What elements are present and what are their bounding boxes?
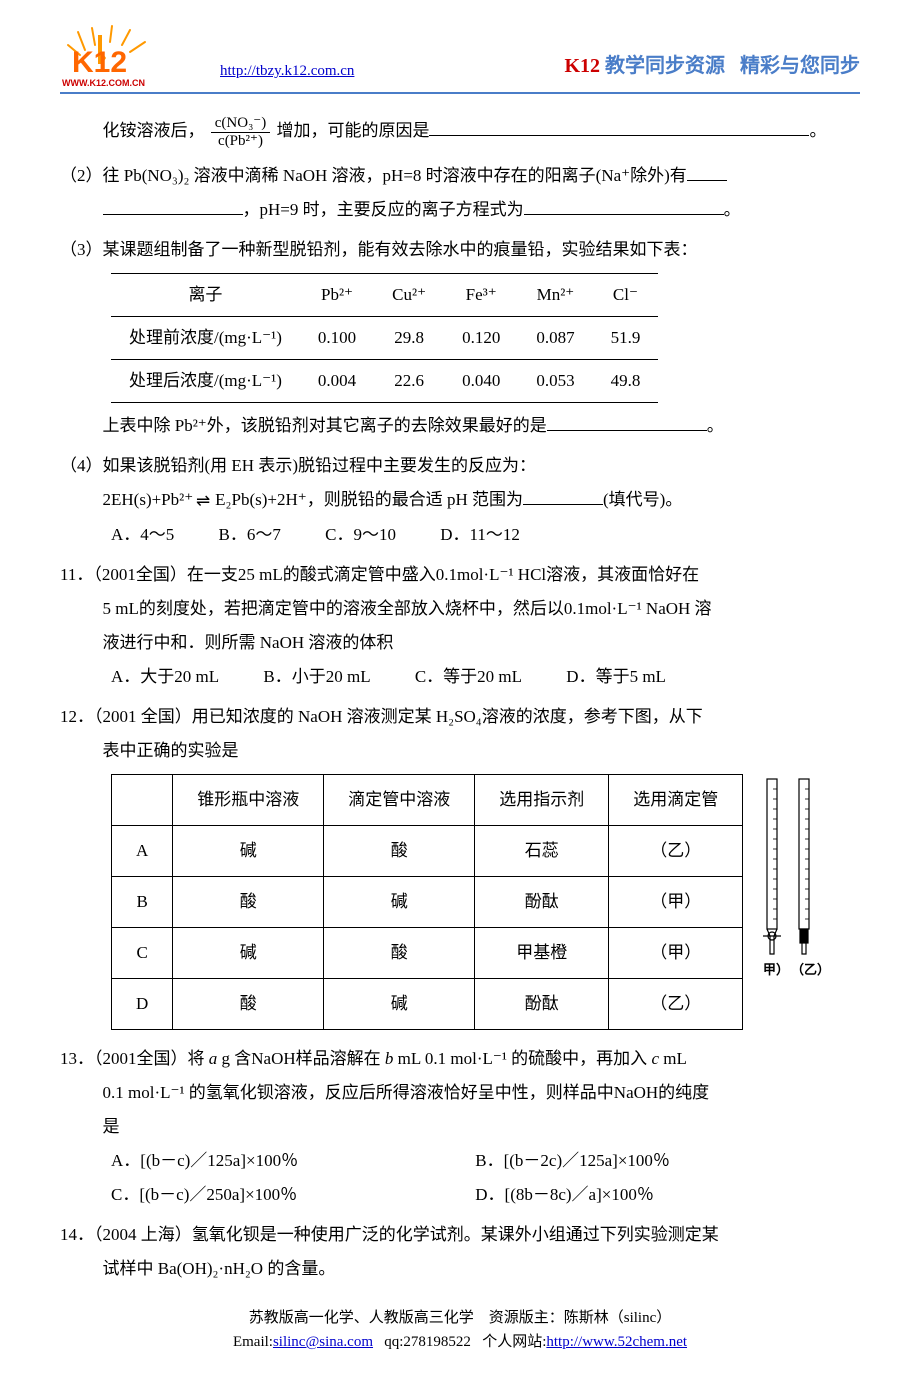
fraction: c(NO₃⁻) c(Pb²⁺)	[211, 115, 270, 149]
header-title: K12 教学同步资源 精彩与您同步	[564, 46, 860, 86]
q4-opt-d: D．11～12	[440, 518, 520, 552]
page-footer: 苏教版高一化学、人教版高三化学 资源版主：陈斯林（silinc） Email:s…	[60, 1306, 860, 1354]
svg-text:K12: K12	[72, 46, 127, 79]
q4-opt-c: C．9～10	[325, 518, 396, 552]
document-body: 化铵溶液后， c(NO₃⁻) c(Pb²⁺) 增加，可能的原因是。 （2）往 P…	[60, 114, 860, 1286]
blank-q2c	[524, 198, 724, 215]
q13-opt-a: A．[(b－c)／125a]×100％	[111, 1144, 431, 1178]
sub-q2-line2: ，pH=9 时，主要反应的离子方程式为。	[103, 193, 861, 227]
q14: 14．（2004 上海）氢氧化钡是一种使用广泛的化学试剂。某课外小组通过下列实验…	[60, 1218, 860, 1286]
blank-q4	[523, 488, 603, 505]
blank-q2a	[687, 164, 727, 181]
q11: 11．（2001全国）在一支25 mL的酸式滴定管中盛入0.1mol·L⁻¹ H…	[60, 558, 860, 694]
q12-l1: 12．（2001 全国）用已知浓度的 NaOH 溶液测定某 H₂SO₄溶液的浓度…	[60, 700, 860, 734]
footer-qq: qq:278198522	[384, 1334, 471, 1350]
sub-q2: （2）往 Pb(NO₃)₂ 溶液中滴稀 NaOH 溶液，pH=8 时溶液中存在的…	[60, 159, 860, 193]
svg-text:WWW.K12.COM.CN: WWW.K12.COM.CN	[62, 78, 145, 88]
q11-options: A．大于20 mL B．小于20 mL C．等于20 mL D．等于5 mL	[111, 660, 860, 694]
q4-opt-a: A．4～5	[111, 518, 174, 552]
footer-site-link[interactable]: http://www.52chem.net	[546, 1334, 687, 1350]
q14-l2: 试样中 Ba(OH)₂·nH₂O 的含量。	[103, 1252, 861, 1286]
footer-site-label: 个人网站:	[482, 1334, 546, 1350]
q13-l2: 0.1 mol·L⁻¹ 的氢氧化钡溶液，反应后所得溶液恰好呈中性，则样品中NaO…	[103, 1076, 861, 1110]
q11-l3: 液进行中和．则所需 NaOH 溶液的体积	[103, 626, 861, 660]
q11-opt-d: D．等于5 mL	[566, 660, 666, 694]
footer-email-link[interactable]: silinc@sina.com	[273, 1334, 373, 1350]
q3-after: 上表中除 Pb²⁺外，该脱铅剂对其它离子的去除效果最好的是。	[103, 409, 861, 443]
q4-eqn: 2EH(s)+Pb²⁺ ⇌ E₂Pb(s)+2H⁺，则脱铅的最合适 pH 范围为…	[103, 483, 861, 518]
q11-l2: 5 mL的刻度处，若把滴定管中的溶液全部放入烧杯中，然后以0.1mol·L⁻¹ …	[103, 592, 861, 626]
burette-diagram: 甲） （乙）	[753, 774, 823, 994]
blank-reason	[429, 119, 809, 136]
page-header: K12 WWW.K12.COM.CN http://tbzy.k12.com.c…	[60, 20, 860, 94]
q14-l1: 14．（2004 上海）氢氧化钡是一种使用广泛的化学试剂。某课外小组通过下列实验…	[60, 1218, 860, 1252]
q12: 12．（2001 全国）用已知浓度的 NaOH 溶液测定某 H₂SO₄溶液的浓度…	[60, 700, 860, 1036]
q11-l1: 11．（2001全国）在一支25 mL的酸式滴定管中盛入0.1mol·L⁻¹ H…	[60, 558, 860, 592]
footer-course: 苏教版高一化学、人教版高三化学	[249, 1310, 474, 1326]
q12-table: 锥形瓶中溶液 滴定管中溶液选用指示剂 选用滴定管 A碱酸石蕊（乙） B酸碱酚酞（…	[111, 774, 743, 1030]
q13-l3: 是	[103, 1110, 861, 1144]
q13-options: A．[(b－c)／125a]×100％ B．[(b－2c)／125a]×100％…	[111, 1144, 860, 1212]
q-frac-line: 化铵溶液后， c(NO₃⁻) c(Pb²⁺) 增加，可能的原因是。	[103, 114, 861, 149]
k12-logo: K12 WWW.K12.COM.CN	[60, 20, 210, 90]
footer-email-label: Email:	[233, 1334, 273, 1350]
svg-text:甲）: 甲）	[763, 962, 789, 977]
blank-q3	[547, 414, 707, 431]
q3-table: 离子Pb²⁺Cu²⁺ Fe³⁺Mn²⁺Cl⁻ 处理前浓度/(mg·L⁻¹)0.1…	[111, 273, 658, 403]
header-url-link[interactable]: http://tbzy.k12.com.cn	[220, 56, 354, 86]
q4-options: A．4～5 B．6～7 C．9～10 D．11～12	[111, 518, 860, 552]
sub-q4: （4）如果该脱铅剂(用 EH 表示)脱铅过程中主要发生的反应为：	[60, 449, 860, 483]
q11-opt-b: B．小于20 mL	[263, 660, 370, 694]
sub-q3: （3）某课题组制备了一种新型脱铅剂，能有效去除水中的痕量铅，实验结果如下表：	[60, 233, 860, 267]
q13-opt-d: D．[(8b－8c)／a]×100％	[475, 1178, 654, 1212]
equilibrium-arrow: ⇌	[193, 484, 211, 518]
q11-opt-c: C．等于20 mL	[415, 660, 522, 694]
blank-q2b	[103, 198, 243, 215]
q11-opt-a: A．大于20 mL	[111, 660, 219, 694]
footer-author: 资源版主：陈斯林（silinc）	[489, 1310, 672, 1326]
q12-l2: 表中正确的实验是	[103, 734, 861, 768]
q4-opt-b: B．6～7	[219, 518, 281, 552]
q13: 13．（2001全国）将 a g 含NaOH样品溶解在 b mL 0.1 mol…	[60, 1042, 860, 1212]
q13-opt-b: B．[(b－2c)／125a]×100％	[475, 1144, 670, 1178]
q13-l1: 13．（2001全国）将 a g 含NaOH样品溶解在 b mL 0.1 mol…	[60, 1042, 860, 1076]
q13-opt-c: C．[(b－c)／250a]×100％	[111, 1178, 431, 1212]
svg-text:（乙）: （乙）	[791, 962, 823, 977]
